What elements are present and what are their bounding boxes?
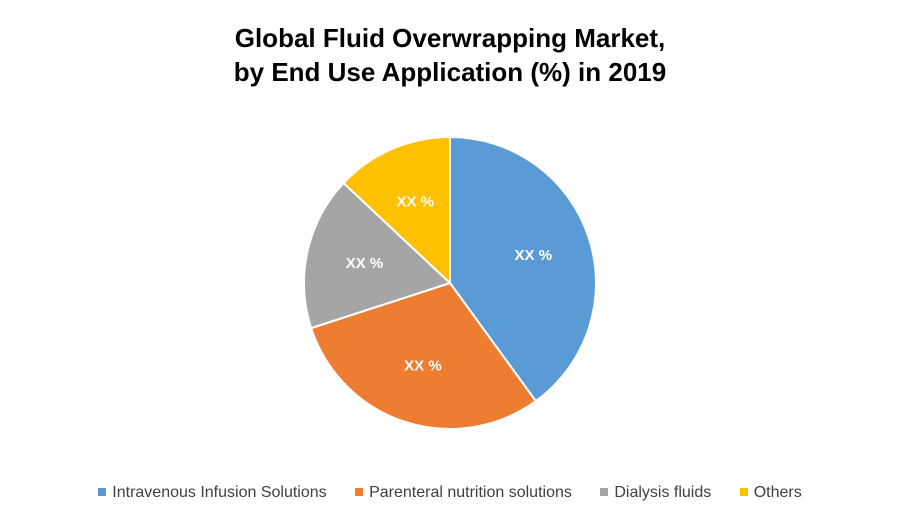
legend-swatch-intravenous (98, 488, 107, 496)
legend-swatch-parenteral (355, 488, 364, 496)
chart-title-line-1: Global Fluid Overwrapping Market, (234, 23, 666, 53)
legend-item-others: Others (739, 484, 802, 502)
data-label-dialysis: XX % (346, 255, 384, 272)
legend-item-dialysis: Dialysis fluids (600, 484, 711, 502)
pie-slice-dialysis (303, 182, 451, 330)
data-label-others: XX % (396, 194, 434, 211)
data-label-parenteral: XX % (404, 357, 442, 374)
pie-slice-others (342, 136, 451, 284)
pie-slice-parenteral (310, 282, 537, 430)
legend-item-intravenous: Intravenous Infusion Solutions (98, 484, 327, 502)
legend-label-parenteral: Parenteral nutrition solutions (369, 484, 572, 501)
chart-title-line-2: by End Use Application (%) in 2019 (233, 57, 667, 87)
legend-label-intravenous: Intravenous Infusion Solutions (112, 484, 327, 501)
legend-label-others: Others (753, 484, 802, 501)
pie-slice-intravenous (449, 136, 597, 403)
legend-item-parenteral: Parenteral nutrition solutions (355, 484, 572, 502)
legend-swatch-others (739, 488, 748, 496)
legend-swatch-dialysis (600, 488, 609, 496)
data-label-intravenous: XX % (515, 247, 553, 264)
legend-label-dialysis: Dialysis fluids (614, 484, 712, 501)
legend: Intravenous Infusion Solutions Parentera… (0, 484, 900, 502)
